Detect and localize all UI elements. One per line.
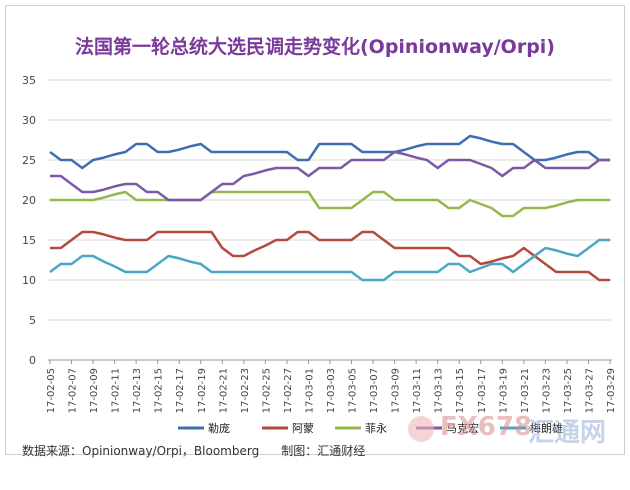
x-tick-label: 17-03-05	[348, 368, 359, 413]
y-tick-label: 30	[22, 114, 36, 127]
x-tick-label: 17-02-11	[111, 368, 122, 413]
x-tick-label: 17-03-11	[412, 368, 423, 413]
watermark-logo-icon	[408, 416, 434, 442]
x-tick-label: 17-03-25	[563, 368, 574, 413]
series-line-马克宏	[50, 150, 610, 202]
x-tick-label: 17-03-01	[304, 368, 315, 413]
series-line-阿蒙	[50, 230, 610, 282]
legend-label: 菲永	[365, 421, 387, 435]
x-tick-label: 17-03-03	[326, 368, 337, 413]
legend-label: 马克宏	[446, 421, 479, 435]
x-tick-label: 17-03-21	[520, 368, 531, 413]
x-tick-label: 17-03-13	[434, 368, 445, 413]
legend-label: 梅朗雄	[530, 421, 563, 435]
series-line-梅朗雄	[49, 238, 610, 282]
series-line-勒庞	[49, 134, 610, 170]
series-line-菲永	[50, 190, 610, 218]
source-note: 数据来源：Opinionway/Orpi，Bloomberg	[22, 444, 260, 458]
chart-title: 法国第一轮总统大选民调走势变化(Opinionway/Orpi)	[74, 36, 555, 58]
legend-label: 勒庞	[208, 421, 230, 435]
y-tick-label: 10	[22, 274, 36, 287]
x-tick-label: 17-02-25	[261, 368, 272, 413]
x-tick-label: 17-03-27	[584, 368, 595, 413]
x-tick-label: 17-03-17	[477, 368, 488, 413]
x-tick-label: 17-03-09	[391, 368, 402, 413]
x-tick-label: 17-02-09	[89, 368, 100, 413]
x-tick-label: 17-02-19	[197, 368, 208, 413]
y-tick-label: 35	[22, 74, 36, 87]
x-tick-label: 17-02-21	[218, 368, 229, 413]
x-tick-label: 17-03-07	[369, 368, 380, 413]
x-tick-label: 17-03-23	[541, 368, 552, 413]
x-tick-label: 17-03-15	[455, 368, 466, 413]
y-tick-label: 25	[22, 154, 36, 167]
y-tick-label: 20	[22, 194, 36, 207]
x-tick-label: 17-02-23	[240, 368, 251, 413]
x-tick-label: 17-02-27	[283, 368, 294, 413]
footer: 数据来源：Opinionway/Orpi，Bloomberg 制图：汇通财经	[22, 442, 365, 459]
x-tick-label: 17-02-15	[154, 368, 165, 413]
watermark-text: FX678	[440, 412, 533, 442]
x-tick-label: 17-03-19	[498, 368, 509, 413]
x-tick-label: 17-02-13	[132, 368, 143, 413]
y-tick-label: 5	[29, 314, 36, 327]
x-tick-label: 17-02-17	[175, 368, 186, 413]
x-tick-label: 17-02-05	[46, 368, 57, 413]
watermark-text-cn: 汇通网	[528, 418, 607, 448]
y-tick-label: 0	[29, 354, 36, 367]
x-tick-label: 17-03-29	[606, 368, 617, 413]
maker-note: 制图：汇通财经	[281, 444, 366, 458]
y-tick-label: 15	[22, 234, 36, 247]
legend-label: 阿蒙	[292, 422, 314, 435]
x-tick-label: 17-02-07	[68, 368, 79, 413]
